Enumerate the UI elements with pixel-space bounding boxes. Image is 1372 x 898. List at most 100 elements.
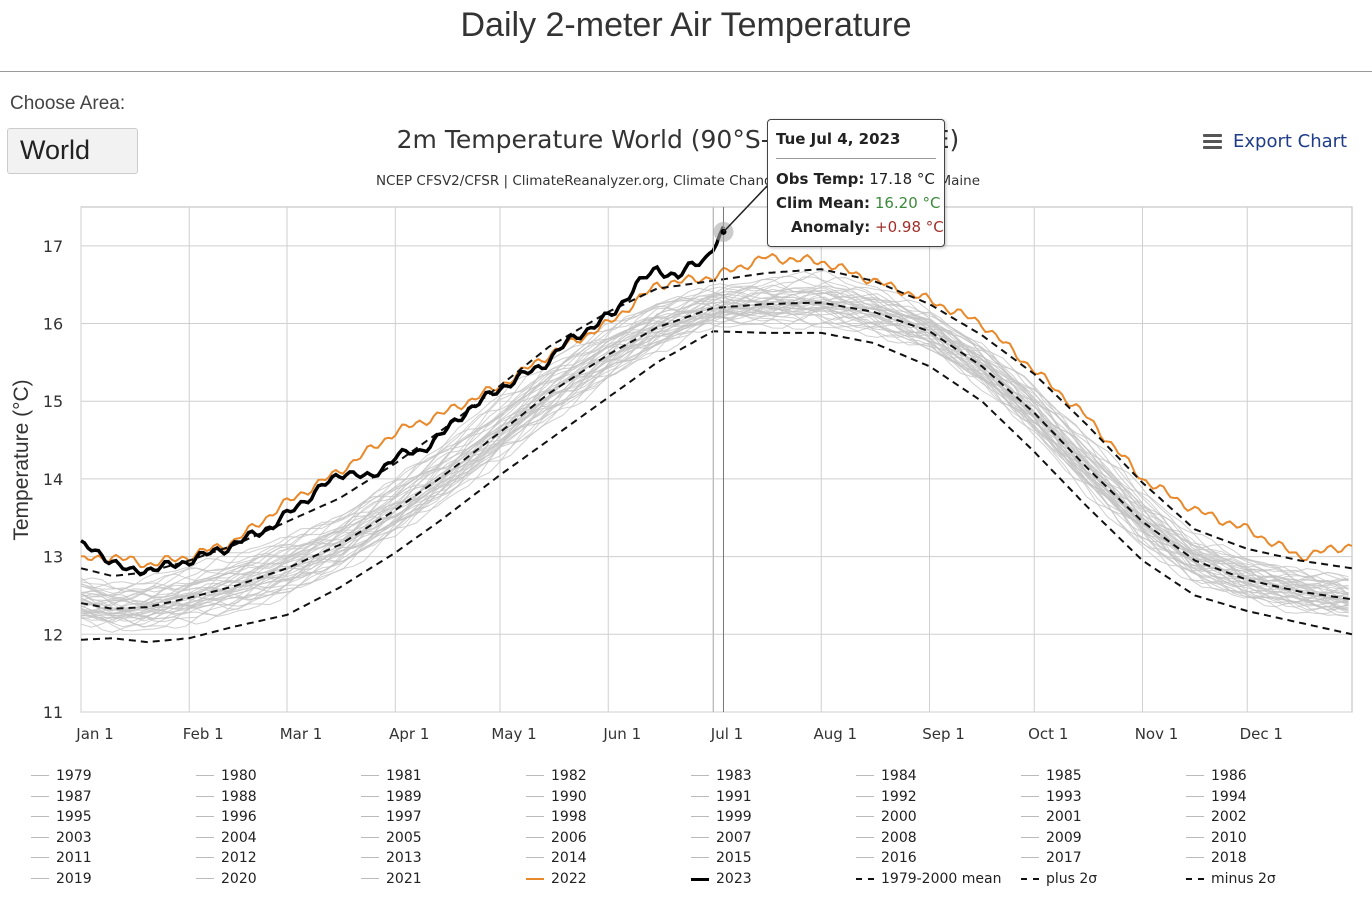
- legend-label: 1995: [56, 809, 92, 825]
- legend-item-2015[interactable]: 2015: [691, 849, 752, 867]
- legend-swatch: [361, 833, 379, 843]
- legend-item-1998[interactable]: 1998: [526, 808, 587, 826]
- legend-item-2017[interactable]: 2017: [1021, 849, 1082, 867]
- year-trace: [80, 302, 1349, 628]
- legend-item-minus-2-[interactable]: minus 2σ: [1186, 870, 1276, 888]
- crosshair-layer: [712, 184, 769, 712]
- legend-label: 1985: [1046, 768, 1082, 784]
- legend-item-1988[interactable]: 1988: [196, 788, 257, 806]
- x-tick-label: Nov 1: [1135, 725, 1179, 743]
- legend-item-2004[interactable]: 2004: [196, 829, 257, 847]
- legend-item-plus-2-[interactable]: plus 2σ: [1021, 870, 1097, 888]
- legend-item-1987[interactable]: 1987: [31, 788, 92, 806]
- legend-item-2003[interactable]: 2003: [31, 829, 92, 847]
- export-chart-button[interactable]: Export Chart: [1203, 127, 1347, 155]
- legend-swatch: [526, 853, 544, 863]
- legend-swatch: [1021, 812, 1039, 822]
- legend-label: 2010: [1211, 829, 1247, 846]
- legend-item-2014[interactable]: 2014: [526, 849, 587, 867]
- legend-item-1995[interactable]: 1995: [31, 808, 92, 826]
- legend-item-1981[interactable]: 1981: [361, 767, 422, 785]
- legend-item-2012[interactable]: 2012: [196, 849, 257, 867]
- x-tick-label: Jan 1: [75, 725, 113, 743]
- legend-swatch: [691, 833, 709, 843]
- legend-item-2023[interactable]: 2023: [691, 870, 752, 888]
- legend-label: 2007: [716, 829, 752, 846]
- legend-label: 1979: [56, 768, 92, 784]
- legend-item-2000[interactable]: 2000: [856, 808, 917, 826]
- legend-swatch: [691, 874, 709, 884]
- tooltip-anomaly-row: Anomaly: +0.98 °C: [791, 218, 944, 236]
- legend-item-1991[interactable]: 1991: [691, 788, 752, 806]
- x-tick-label: Sep 1: [922, 725, 965, 743]
- legend-item-1990[interactable]: 1990: [526, 788, 587, 806]
- legend-item-1982[interactable]: 1982: [526, 767, 587, 785]
- year-trace: [80, 312, 1349, 632]
- tooltip-obs-value: 17.18 °C: [869, 170, 935, 188]
- legend-item-1979[interactable]: 1979: [31, 767, 92, 785]
- legend-item-1999[interactable]: 1999: [691, 808, 752, 826]
- legend-swatch: [361, 853, 379, 863]
- legend-item-2016[interactable]: 2016: [856, 849, 917, 867]
- x-tick-label: May 1: [491, 725, 536, 743]
- legend-swatch: [691, 771, 709, 781]
- series-line-2023: [80, 225, 726, 577]
- page-title: Daily 2-meter Air Temperature: [460, 6, 912, 44]
- y-tick-label: 17: [43, 237, 63, 256]
- legend-swatch: [196, 853, 214, 863]
- legend-swatch: [31, 874, 49, 884]
- legend-item-2013[interactable]: 2013: [361, 849, 422, 867]
- legend-item-1989[interactable]: 1989: [361, 788, 422, 806]
- legend-item-2011[interactable]: 2011: [31, 849, 92, 867]
- data-tooltip: Tue Jul 4, 2023 Obs Temp: 17.18 °C Clim …: [767, 119, 945, 247]
- area-select[interactable]: World: [7, 128, 138, 174]
- legend-item-2022[interactable]: 2022: [526, 870, 587, 888]
- legend-swatch: [856, 833, 874, 843]
- export-chart-label: Export Chart: [1233, 130, 1348, 152]
- legend-item-1993[interactable]: 1993: [1021, 788, 1082, 806]
- legend-label: 2019: [56, 870, 92, 887]
- legend-item-1979-2000-mean[interactable]: 1979-2000 mean: [856, 870, 1001, 888]
- plot-area: [80, 206, 1353, 713]
- legend-item-2019[interactable]: 2019: [31, 870, 92, 888]
- legend-item-1984[interactable]: 1984: [856, 767, 917, 785]
- legend-item-1986[interactable]: 1986: [1186, 767, 1247, 785]
- tooltip-obs-row: Obs Temp: 17.18 °C: [776, 170, 935, 188]
- x-tick-label: Apr 1: [389, 725, 429, 743]
- legend-item-2018[interactable]: 2018: [1186, 849, 1247, 867]
- legend-item-2010[interactable]: 2010: [1186, 829, 1247, 847]
- legend-swatch: [1021, 833, 1039, 843]
- legend-item-1985[interactable]: 1985: [1021, 767, 1082, 785]
- legend-label: 2018: [1211, 850, 1247, 866]
- legend-label: 2006: [551, 829, 587, 846]
- legend-item-1996[interactable]: 1996: [196, 808, 257, 826]
- x-tick-label: Aug 1: [813, 725, 857, 743]
- legend-item-2009[interactable]: 2009: [1021, 829, 1082, 847]
- legend-label: 1990: [551, 788, 587, 805]
- legend-label: 1980: [221, 768, 257, 784]
- legend-item-2008[interactable]: 2008: [856, 829, 917, 847]
- legend-item-1997[interactable]: 1997: [361, 808, 422, 826]
- legend-item-2020[interactable]: 2020: [196, 870, 257, 888]
- legend-swatch: [196, 874, 214, 884]
- legend-item-1980[interactable]: 1980: [196, 767, 257, 785]
- year-trace: [80, 287, 1349, 603]
- legend-item-1994[interactable]: 1994: [1186, 788, 1247, 806]
- legend-item-2021[interactable]: 2021: [361, 870, 422, 888]
- y-axis-label: Temperature (°C): [10, 379, 33, 540]
- legend-swatch: [1021, 792, 1039, 802]
- y-tick-label: 15: [43, 392, 63, 411]
- legend-label: 2017: [1046, 850, 1082, 866]
- legend-item-2006[interactable]: 2006: [526, 829, 587, 847]
- legend-swatch: [31, 792, 49, 802]
- legend-item-2007[interactable]: 2007: [691, 829, 752, 847]
- legend-item-2002[interactable]: 2002: [1186, 808, 1247, 826]
- x-tick-label: Jun 1: [602, 725, 641, 743]
- legend-item-1983[interactable]: 1983: [691, 767, 752, 785]
- legend-label: 2012: [221, 850, 257, 866]
- legend-label: 1981: [386, 768, 422, 784]
- legend-item-2005[interactable]: 2005: [361, 829, 422, 847]
- legend-item-1992[interactable]: 1992: [856, 788, 917, 806]
- legend-item-2001[interactable]: 2001: [1021, 808, 1082, 826]
- legend-label: 1993: [1046, 788, 1082, 805]
